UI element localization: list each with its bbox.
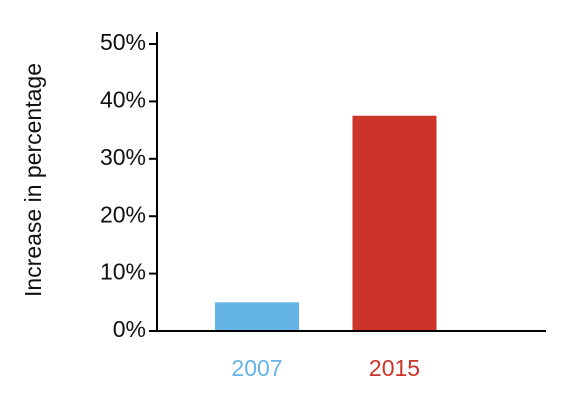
y-tick-label: 0%: [113, 316, 146, 342]
bar: [215, 302, 299, 331]
y-tick-label: 30%: [100, 144, 146, 170]
y-tick-label: 50%: [100, 29, 146, 55]
y-tick-label: 20%: [100, 201, 146, 227]
y-tick-label: 40%: [100, 86, 146, 112]
x-tick-label: 2015: [369, 355, 420, 381]
y-tick-label: 10%: [100, 259, 146, 285]
y-axis-label: Increase in percentage: [20, 63, 46, 297]
x-tick-label: 2007: [231, 355, 282, 381]
bar: [352, 115, 437, 331]
